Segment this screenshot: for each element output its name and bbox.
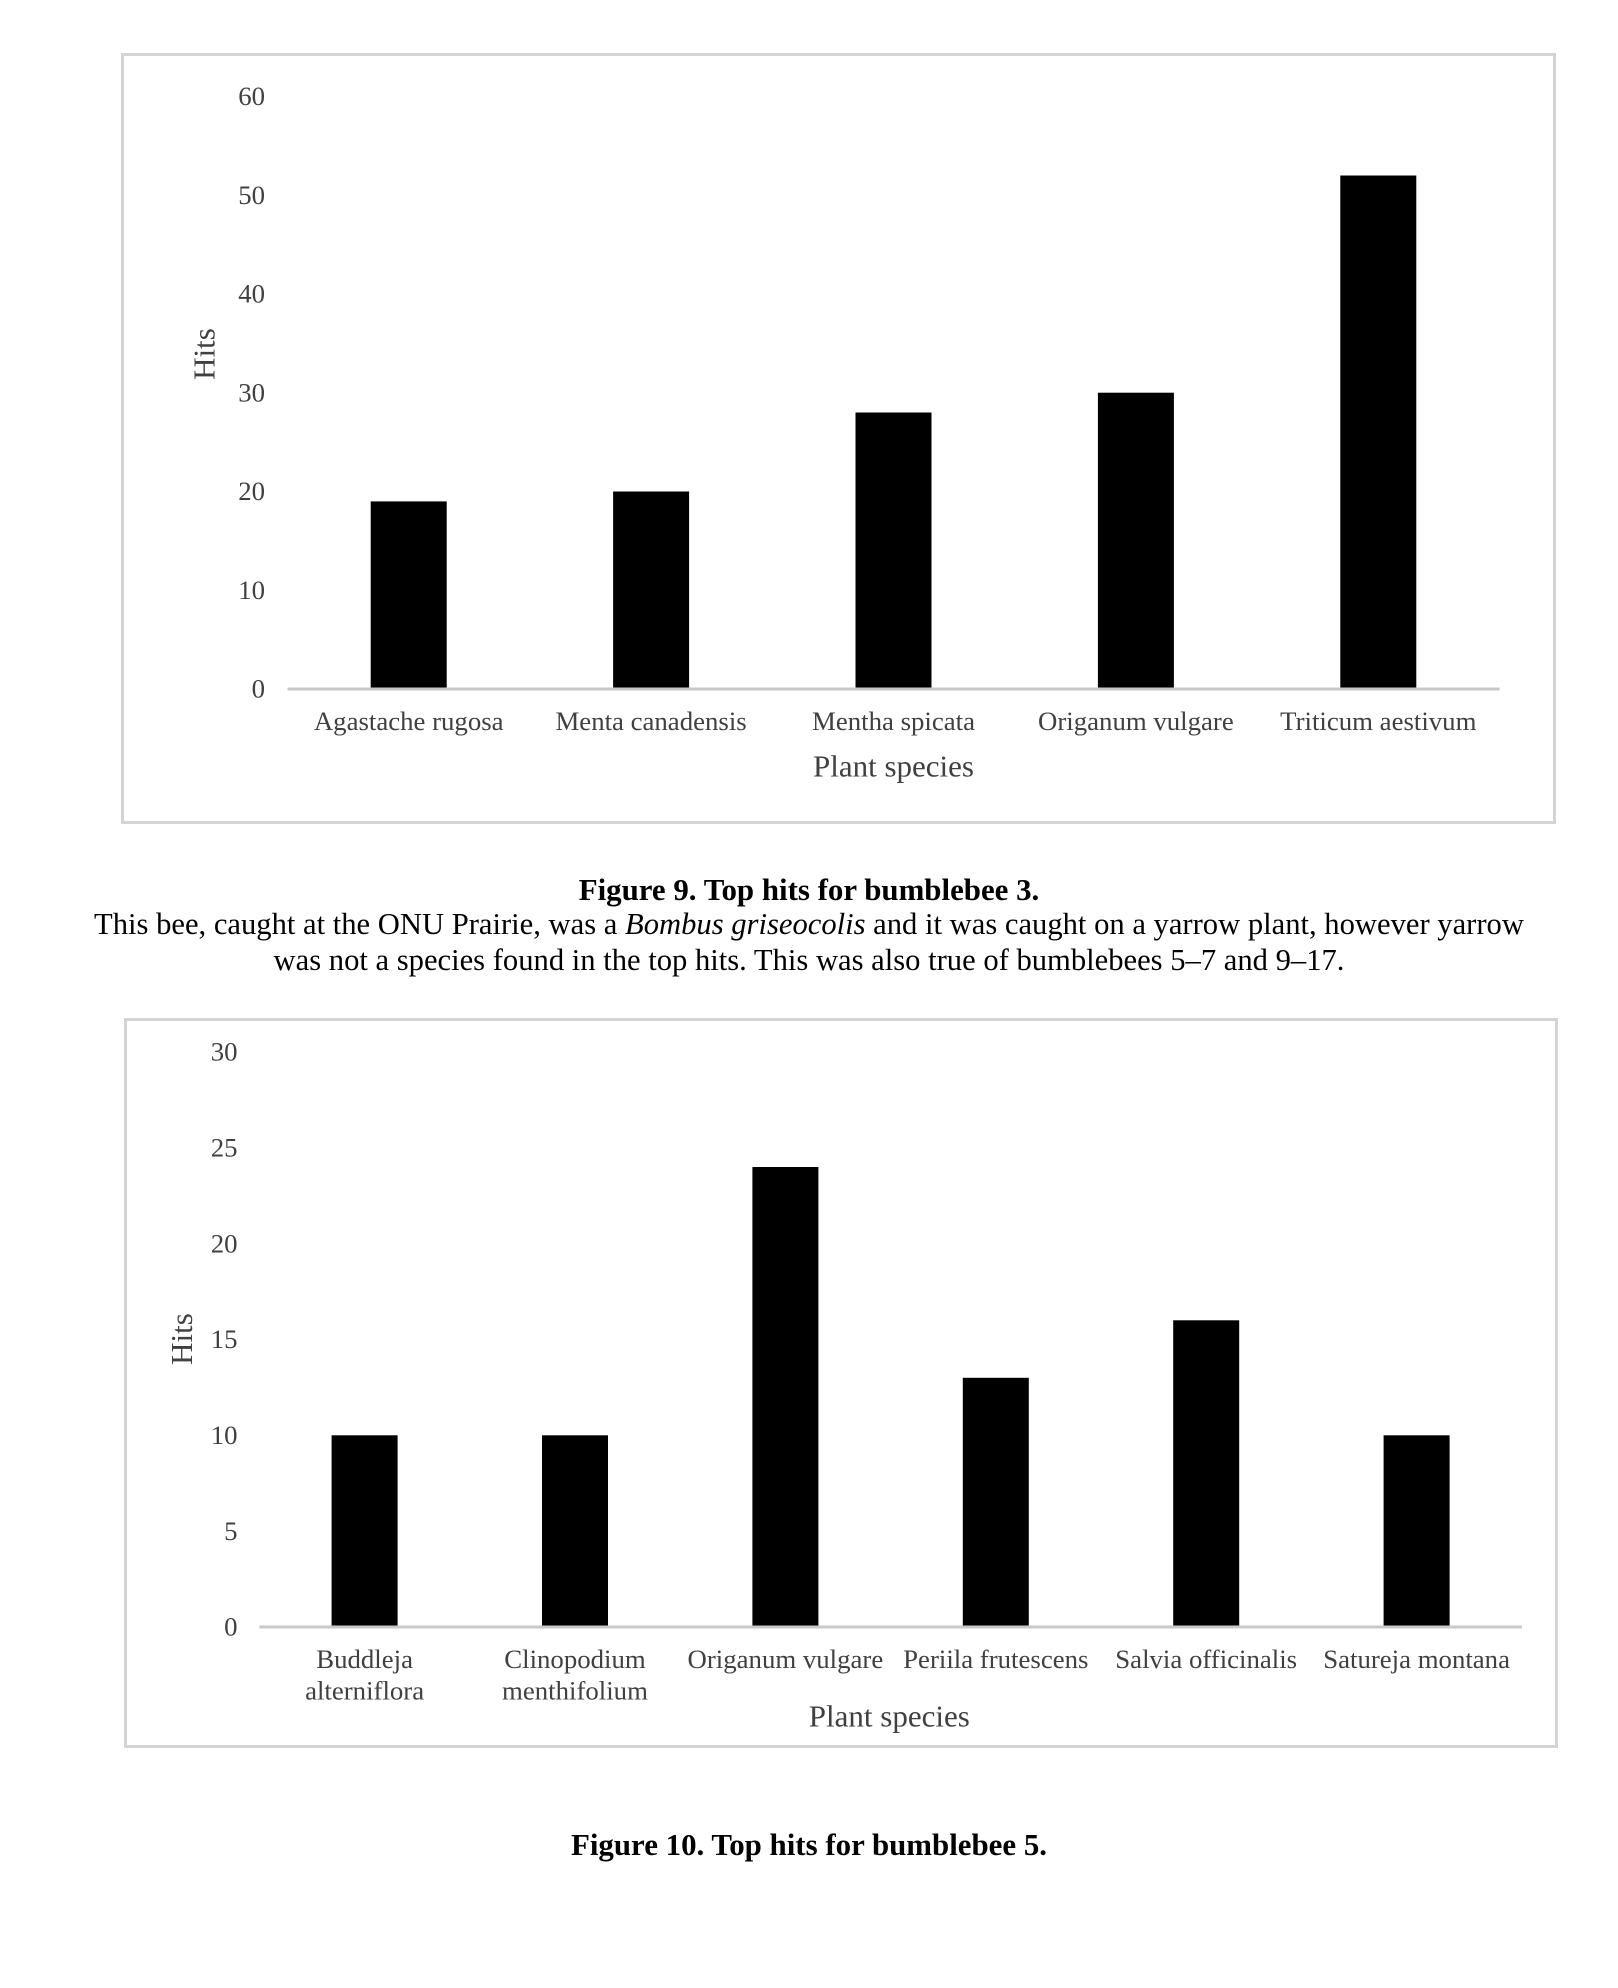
svg-text:40: 40 bbox=[238, 279, 265, 309]
svg-text:Menta canadensis: Menta canadensis bbox=[555, 706, 746, 736]
svg-text:20: 20 bbox=[211, 1228, 238, 1258]
svg-text:menthifolium: menthifolium bbox=[502, 1676, 648, 1706]
svg-text:Salvia officinalis: Salvia officinalis bbox=[1115, 1644, 1297, 1674]
svg-text:Mentha spicata: Mentha spicata bbox=[812, 706, 975, 736]
svg-text:Hits: Hits bbox=[164, 1313, 199, 1365]
svg-text:10: 10 bbox=[238, 575, 265, 605]
svg-text:60: 60 bbox=[238, 81, 265, 111]
svg-text:10: 10 bbox=[211, 1420, 238, 1450]
svg-text:Periila frutescens: Periila frutescens bbox=[903, 1644, 1088, 1674]
svg-text:5: 5 bbox=[224, 1516, 237, 1546]
svg-text:20: 20 bbox=[238, 476, 265, 506]
svg-text:Buddleja: Buddleja bbox=[316, 1644, 413, 1674]
svg-text:alterniflora: alterniflora bbox=[305, 1676, 424, 1706]
svg-text:Satureja montana: Satureja montana bbox=[1323, 1644, 1510, 1674]
svg-text:50: 50 bbox=[238, 180, 265, 210]
svg-text:Origanum vulgare: Origanum vulgare bbox=[1038, 706, 1234, 736]
svg-text:30: 30 bbox=[238, 377, 265, 407]
svg-text:25: 25 bbox=[211, 1132, 238, 1162]
svg-text:Plant species: Plant species bbox=[813, 748, 974, 783]
svg-text:Clinopodium: Clinopodium bbox=[504, 1644, 646, 1674]
svg-text:15: 15 bbox=[211, 1324, 238, 1354]
svg-text:0: 0 bbox=[252, 674, 265, 704]
svg-text:Origanum vulgare: Origanum vulgare bbox=[688, 1644, 884, 1674]
svg-text:Triticum aestivum: Triticum aestivum bbox=[1280, 706, 1476, 736]
svg-text:Hits: Hits bbox=[186, 328, 221, 380]
svg-text:0: 0 bbox=[224, 1612, 237, 1642]
svg-text:Plant species: Plant species bbox=[809, 1698, 970, 1733]
svg-text:Agastache rugosa: Agastache rugosa bbox=[314, 706, 504, 736]
svg-text:30: 30 bbox=[211, 1037, 238, 1067]
